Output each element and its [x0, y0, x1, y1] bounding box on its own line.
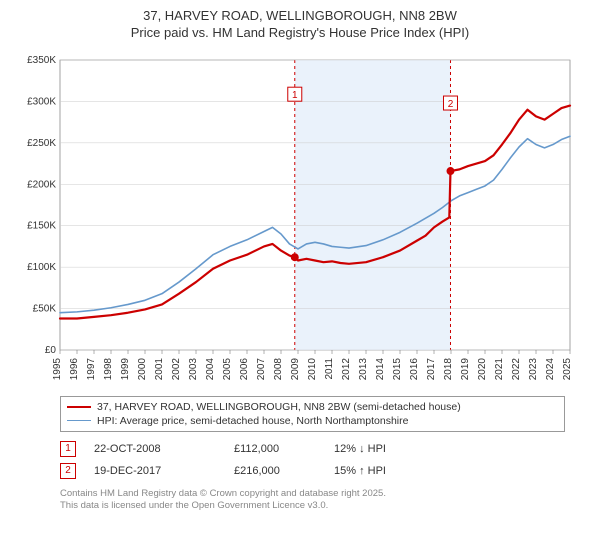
attribution-line: Contains HM Land Registry data © Crown c… — [60, 488, 565, 500]
svg-text:2021: 2021 — [494, 357, 505, 380]
sale-row: 2 19-DEC-2017 £216,000 15% ↑ HPI — [60, 460, 565, 482]
sale-marker: 1 — [60, 441, 76, 457]
svg-text:2022: 2022 — [511, 357, 522, 380]
svg-text:2006: 2006 — [239, 357, 250, 380]
sale-date: 22-OCT-2008 — [94, 443, 234, 455]
attribution: Contains HM Land Registry data © Crown c… — [60, 488, 565, 512]
svg-text:2: 2 — [448, 99, 454, 110]
sale-hpi-delta: 12% ↓ HPI — [334, 443, 565, 455]
svg-text:2020: 2020 — [477, 357, 488, 380]
svg-text:2018: 2018 — [443, 357, 454, 380]
legend-label: 37, HARVEY ROAD, WELLINGBOROUGH, NN8 2BW… — [97, 401, 461, 413]
svg-text:£350K: £350K — [27, 55, 56, 66]
svg-text:2007: 2007 — [256, 357, 267, 380]
sale-date: 19-DEC-2017 — [94, 465, 234, 477]
price-chart: £0 £50K £100K £150K £200K £250K £300K £350K 1995… — [10, 50, 590, 390]
svg-text:1996: 1996 — [69, 357, 80, 380]
svg-text:1997: 1997 — [86, 357, 97, 380]
svg-text:2025: 2025 — [562, 357, 573, 380]
legend-swatch — [67, 406, 91, 408]
svg-text:2016: 2016 — [409, 357, 420, 380]
svg-text:2012: 2012 — [341, 357, 352, 380]
svg-text:1: 1 — [292, 90, 298, 101]
svg-text:£200K: £200K — [27, 179, 56, 190]
svg-text:2005: 2005 — [222, 357, 233, 380]
svg-text:2008: 2008 — [273, 357, 284, 380]
svg-text:£150K: £150K — [27, 220, 56, 231]
legend-item-hpi: HPI: Average price, semi-detached house,… — [67, 414, 558, 428]
svg-text:2023: 2023 — [528, 357, 539, 380]
svg-text:2017: 2017 — [426, 357, 437, 380]
svg-text:2024: 2024 — [545, 357, 556, 380]
svg-text:2000: 2000 — [137, 357, 148, 380]
sale-price: £216,000 — [234, 465, 334, 477]
svg-text:£0: £0 — [45, 345, 57, 356]
attribution-line: This data is licensed under the Open Gov… — [60, 500, 565, 512]
svg-text:2009: 2009 — [290, 357, 301, 380]
svg-text:2014: 2014 — [375, 357, 386, 380]
svg-text:£100K: £100K — [27, 262, 56, 273]
legend-item-price-paid: 37, HARVEY ROAD, WELLINGBOROUGH, NN8 2BW… — [67, 400, 558, 414]
svg-text:£300K: £300K — [27, 96, 56, 107]
svg-text:2013: 2013 — [358, 357, 369, 380]
chart-area: £0 £50K £100K £150K £200K £250K £300K £350K 1995… — [10, 50, 590, 390]
svg-text:1999: 1999 — [120, 357, 131, 380]
sale-hpi-delta: 15% ↑ HPI — [334, 465, 565, 477]
svg-text:2001: 2001 — [154, 357, 165, 380]
svg-text:2019: 2019 — [460, 357, 471, 380]
chart-title: 37, HARVEY ROAD, WELLINGBOROUGH, NN8 2BW… — [0, 0, 600, 42]
svg-text:1998: 1998 — [103, 357, 114, 380]
svg-text:2011: 2011 — [324, 357, 335, 379]
svg-text:1995: 1995 — [52, 357, 63, 380]
svg-text:2010: 2010 — [307, 357, 318, 380]
title-line2: Price paid vs. HM Land Registry's House … — [0, 25, 600, 42]
legend: 37, HARVEY ROAD, WELLINGBOROUGH, NN8 2BW… — [60, 396, 565, 432]
sale-marker: 2 — [60, 463, 76, 479]
title-line1: 37, HARVEY ROAD, WELLINGBOROUGH, NN8 2BW — [0, 8, 600, 25]
svg-text:2003: 2003 — [188, 357, 199, 380]
svg-text:£250K: £250K — [27, 138, 56, 149]
sales-table: 1 22-OCT-2008 £112,000 12% ↓ HPI 2 19-DE… — [60, 438, 565, 482]
svg-text:£50K: £50K — [33, 303, 57, 314]
legend-label: HPI: Average price, semi-detached house,… — [97, 415, 408, 427]
svg-text:2004: 2004 — [205, 357, 216, 380]
sale-price: £112,000 — [234, 443, 334, 455]
legend-swatch — [67, 420, 91, 421]
svg-text:2002: 2002 — [171, 357, 182, 380]
sale-row: 1 22-OCT-2008 £112,000 12% ↓ HPI — [60, 438, 565, 460]
svg-text:2015: 2015 — [392, 357, 403, 380]
